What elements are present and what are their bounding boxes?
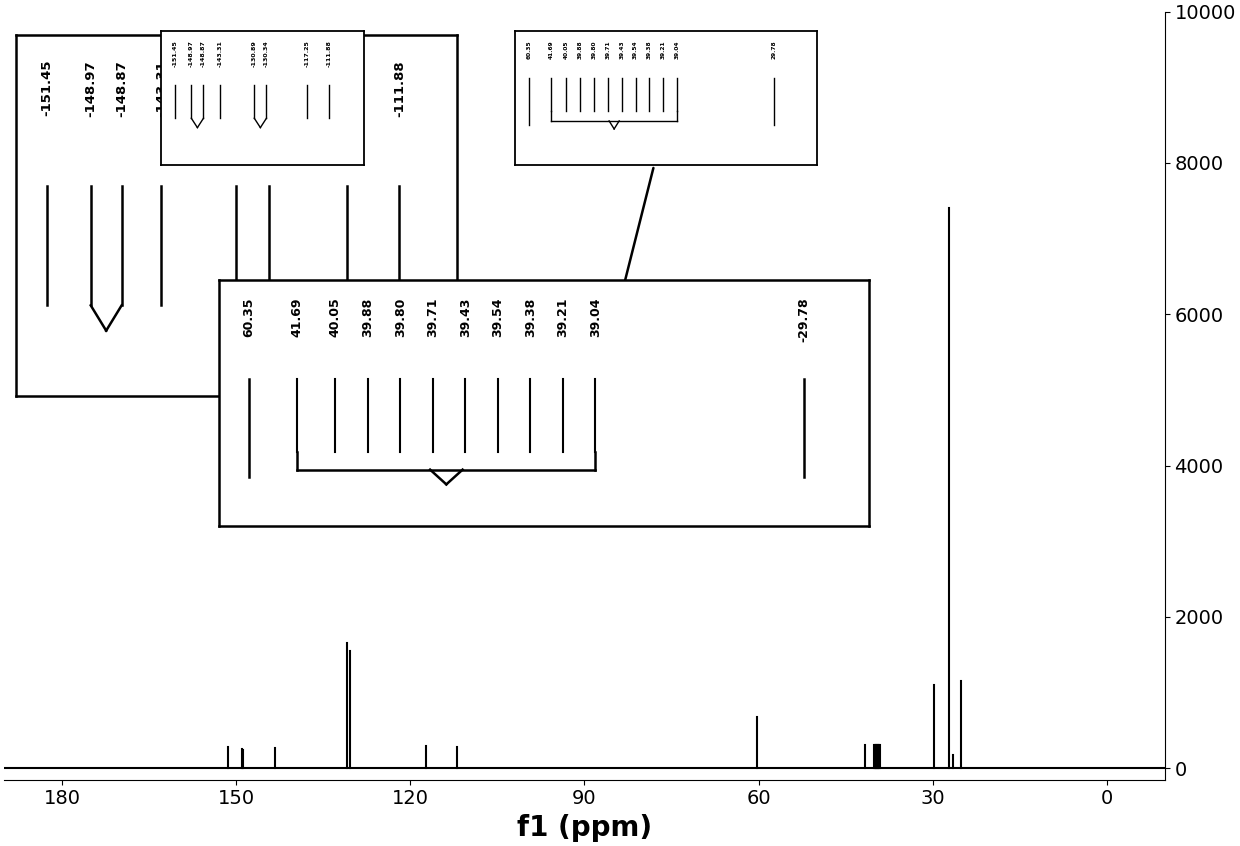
X-axis label: f1 (ppm): f1 (ppm): [517, 814, 652, 842]
